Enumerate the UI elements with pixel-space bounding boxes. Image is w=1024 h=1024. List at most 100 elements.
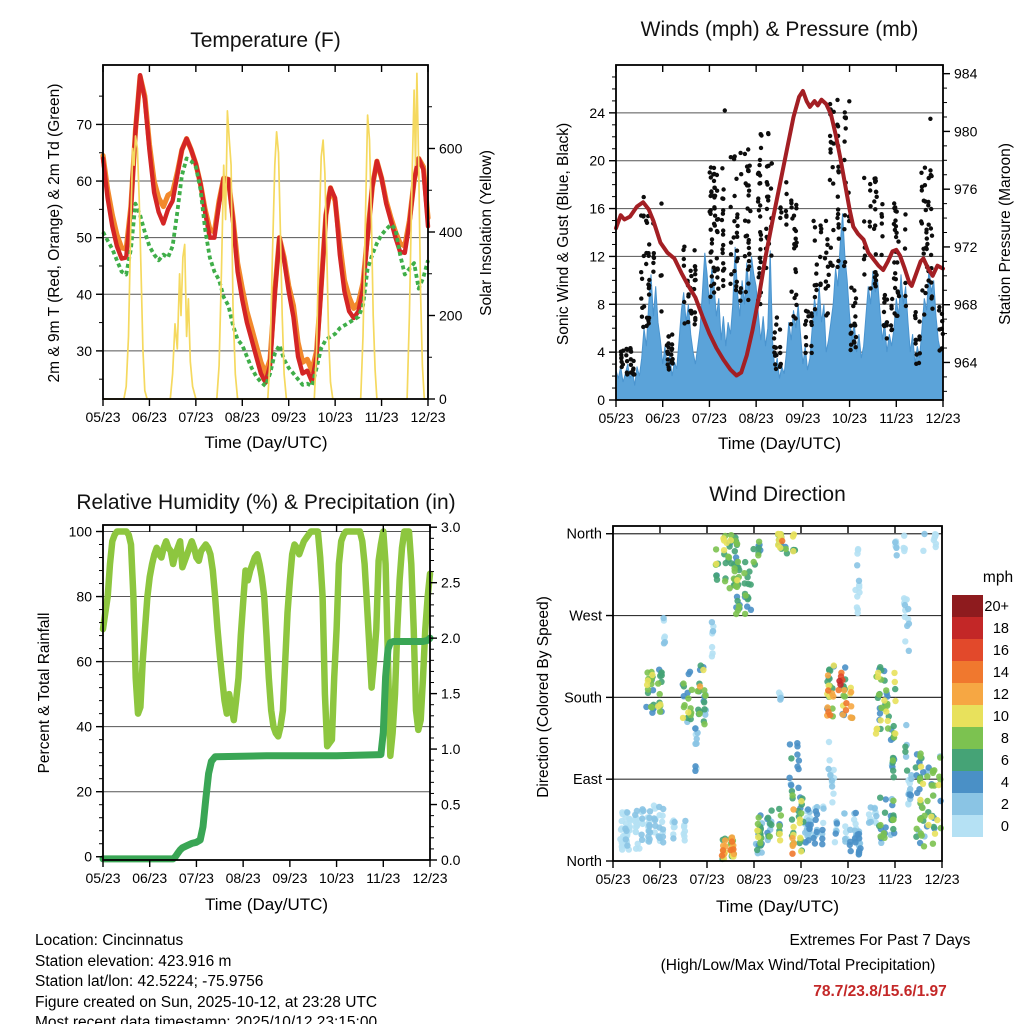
extremes-heading: Extremes For Past 7 Days <box>789 932 971 949</box>
svg-text:07/23: 07/23 <box>692 410 727 426</box>
svg-text:08/23: 08/23 <box>226 870 261 886</box>
svg-text:60: 60 <box>76 654 92 670</box>
svg-text:30: 30 <box>76 343 92 359</box>
svg-text:11/23: 11/23 <box>879 410 913 426</box>
svg-text:14: 14 <box>993 665 1009 681</box>
svg-text:09/23: 09/23 <box>271 409 306 425</box>
svg-text:40: 40 <box>76 719 92 735</box>
svg-text:North: North <box>567 854 602 870</box>
figure-created-timestamp: Figure created on Sun, 2025-10-12, at 23… <box>35 993 378 1011</box>
svg-text:12/23: 12/23 <box>410 409 445 425</box>
humidity-x-axis-label: Time (Day/UTC) <box>204 895 329 914</box>
svg-text:12/23: 12/23 <box>925 410 960 426</box>
svg-text:40: 40 <box>76 286 92 302</box>
svg-text:18: 18 <box>993 621 1009 637</box>
svg-text:10/23: 10/23 <box>318 409 353 425</box>
svg-text:09/23: 09/23 <box>783 871 818 887</box>
percent-rainfall-axis-label: Percent & Total Rainfall <box>36 612 53 774</box>
svg-text:1.5: 1.5 <box>441 686 461 702</box>
svg-text:2: 2 <box>1001 797 1009 813</box>
svg-text:11/23: 11/23 <box>878 871 912 887</box>
svg-text:11/23: 11/23 <box>366 870 400 886</box>
recent-data-timestamp: Most recent data timestamp: 2025/10/12 2… <box>35 1014 378 1024</box>
humidity-precip-chart-title: Relative Humidity (%) & Precipitation (i… <box>76 491 456 514</box>
wind-direction-chart-title: Wind Direction <box>709 483 846 506</box>
extremes-subheading: (High/Low/Max Wind/Total Precipitation) <box>660 957 936 974</box>
svg-text:200: 200 <box>439 308 463 324</box>
winds-pressure-chart-title: Winds (mph) & Pressure (mb) <box>640 18 919 41</box>
svg-text:0.0: 0.0 <box>441 852 461 868</box>
svg-text:06/23: 06/23 <box>132 870 167 886</box>
svg-text:20+: 20+ <box>984 599 1009 615</box>
svg-text:2.0: 2.0 <box>441 630 461 646</box>
svg-text:400: 400 <box>439 224 463 240</box>
station-info-block: Location: Cincinnatus Station elevation:… <box>35 931 377 1024</box>
svg-text:968: 968 <box>954 297 978 313</box>
svg-text:20: 20 <box>589 153 605 169</box>
svg-text:12/23: 12/23 <box>412 870 447 886</box>
svg-text:70: 70 <box>76 116 92 132</box>
svg-text:East: East <box>573 772 602 788</box>
svg-text:4: 4 <box>597 344 605 360</box>
svg-text:80: 80 <box>76 589 92 605</box>
svg-text:08/23: 08/23 <box>225 409 260 425</box>
svg-text:972: 972 <box>954 239 978 255</box>
svg-text:10: 10 <box>993 709 1009 725</box>
svg-text:05/23: 05/23 <box>85 409 120 425</box>
svg-text:600: 600 <box>439 141 463 157</box>
svg-text:100: 100 <box>69 524 93 540</box>
station-location: Location: Cincinnatus <box>35 932 184 949</box>
svg-text:16: 16 <box>993 643 1009 659</box>
svg-text:West: West <box>569 609 602 625</box>
svg-text:0: 0 <box>439 391 447 407</box>
svg-text:8: 8 <box>597 296 605 312</box>
svg-text:07/23: 07/23 <box>179 870 214 886</box>
svg-text:60: 60 <box>76 173 92 189</box>
svg-text:07/23: 07/23 <box>178 409 213 425</box>
solar-insolation-axis-label: Solar Insolation (Yellow) <box>478 150 495 316</box>
temperature-chart-title: Temperature (F) <box>190 29 341 52</box>
svg-text:0.5: 0.5 <box>441 797 461 813</box>
svg-text:2.5: 2.5 <box>441 575 461 591</box>
svg-text:06/23: 06/23 <box>132 409 167 425</box>
svg-text:16: 16 <box>589 201 605 217</box>
svg-text:1.0: 1.0 <box>441 741 461 757</box>
svg-text:976: 976 <box>954 181 978 197</box>
svg-text:10/23: 10/23 <box>319 870 354 886</box>
svg-text:06/23: 06/23 <box>642 871 677 887</box>
svg-text:50: 50 <box>76 230 92 246</box>
wind-direction-x-axis-label: Time (Day/UTC) <box>715 897 840 916</box>
svg-text:12/23: 12/23 <box>924 871 959 887</box>
svg-text:4: 4 <box>1001 775 1009 791</box>
wind-gust-axis-label: Sonic Wind & Gust (Blue, Black) <box>555 122 572 346</box>
direction-axis-label: Direction (Colored By Speed) <box>535 596 552 798</box>
svg-text:08/23: 08/23 <box>736 871 771 887</box>
svg-text:20: 20 <box>76 784 92 800</box>
svg-text:12: 12 <box>993 687 1009 703</box>
svg-text:984: 984 <box>954 66 978 82</box>
svg-text:05/23: 05/23 <box>595 871 630 887</box>
svg-text:06/23: 06/23 <box>645 410 680 426</box>
svg-text:08/23: 08/23 <box>739 410 774 426</box>
winds-x-axis-label: Time (Day/UTC) <box>717 434 842 453</box>
temperature-x-axis-label: Time (Day/UTC) <box>204 433 328 452</box>
svg-text:11/23: 11/23 <box>365 409 399 425</box>
svg-text:0: 0 <box>597 392 605 408</box>
svg-text:0: 0 <box>1001 819 1009 835</box>
extremes-values: 78.7/23.8/15.6/1.97 <box>813 983 947 1000</box>
station-latlon: Station lat/lon: 42.5224; -75.9756 <box>35 973 264 991</box>
svg-text:964: 964 <box>954 354 978 370</box>
svg-text:South: South <box>564 690 602 706</box>
svg-text:07/23: 07/23 <box>689 871 724 887</box>
svg-text:6: 6 <box>1001 753 1009 769</box>
svg-text:8: 8 <box>1001 731 1009 747</box>
svg-text:10/23: 10/23 <box>832 410 867 426</box>
svg-text:980: 980 <box>954 123 978 139</box>
svg-text:12: 12 <box>589 248 605 264</box>
svg-text:05/23: 05/23 <box>598 410 633 426</box>
colorbar-units-label: mph <box>982 569 1014 586</box>
station-elevation: Station elevation: 423.916 m <box>35 952 232 970</box>
svg-text:09/23: 09/23 <box>272 870 307 886</box>
